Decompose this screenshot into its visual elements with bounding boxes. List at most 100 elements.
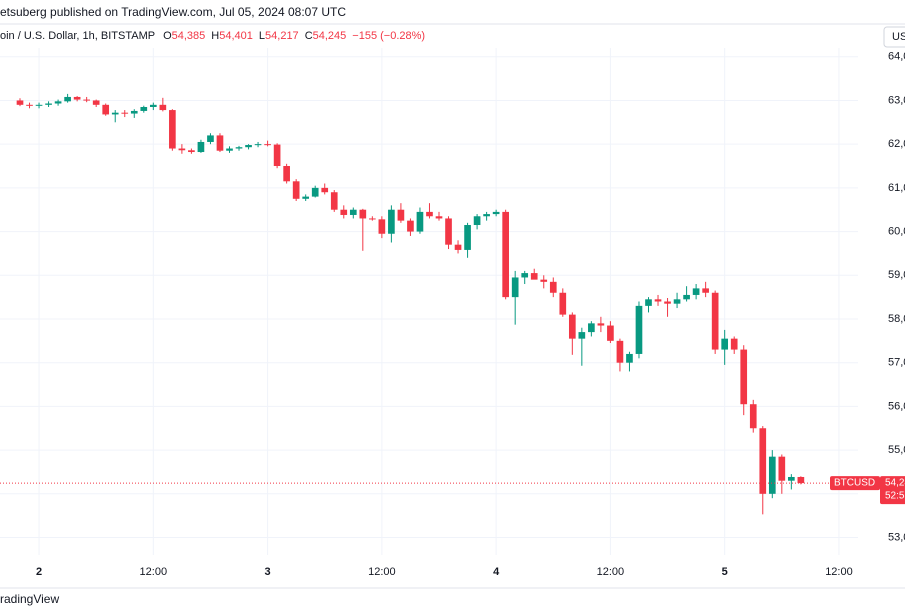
- candle-body: [254, 144, 262, 146]
- candle-body: [159, 104, 167, 111]
- x-tick-label: 12:00: [597, 566, 625, 578]
- candle-body: [578, 332, 586, 339]
- candle-body: [83, 99, 90, 101]
- candle-body: [626, 353, 633, 363]
- candle-body: [473, 216, 481, 226]
- candle-body: [540, 279, 548, 282]
- candle-body: [397, 209, 405, 221]
- candle-body: [330, 192, 338, 210]
- y-tick-label: 64,000: [888, 51, 905, 63]
- candle-body: [207, 135, 214, 142]
- candle-body: [454, 244, 462, 250]
- candle-body: [73, 96, 81, 100]
- legend-value: 54,385: [172, 30, 206, 42]
- y-tick-label: 60,000: [888, 225, 905, 237]
- candle-body: [721, 338, 729, 350]
- legend-value: 54,217: [265, 30, 299, 42]
- candle-body: [26, 104, 33, 106]
- legend-value: 54,401: [219, 30, 253, 42]
- chart-title: etsuberg published on TradingView.com, J…: [0, 5, 346, 19]
- legend-key: L: [259, 30, 265, 42]
- candle-body: [121, 112, 129, 114]
- candle-body: [130, 110, 138, 114]
- y-tick-label: 53,000: [888, 531, 905, 543]
- candle-body: [426, 211, 433, 217]
- candle-body: [797, 476, 805, 484]
- candle-body: [702, 288, 709, 293]
- y-tick-label: 59,000: [888, 269, 905, 281]
- candle-body: [311, 187, 319, 197]
- candle-body: [740, 349, 748, 405]
- candle-body: [645, 299, 652, 306]
- candle-body: [635, 305, 643, 354]
- candle-body: [235, 147, 243, 149]
- candle-body: [102, 104, 110, 115]
- candle-body: [416, 211, 424, 232]
- candle-body: [759, 428, 767, 494]
- y-tick-label: 61,000: [888, 182, 905, 194]
- candle-body: [530, 273, 538, 280]
- candle-body: [597, 323, 605, 326]
- candle-body: [140, 107, 148, 111]
- legend-key: C: [305, 30, 313, 42]
- candle-body: [321, 187, 329, 193]
- x-tick-label: 2: [36, 566, 42, 578]
- candle-body: [730, 338, 738, 350]
- candle-body: [749, 404, 757, 429]
- candle-body: [292, 181, 300, 199]
- candle-body: [549, 281, 557, 293]
- y-tick-label: 56,000: [888, 400, 905, 412]
- candle-body: [359, 209, 367, 219]
- candle-body: [216, 135, 224, 151]
- price-tag: [880, 476, 905, 505]
- footer: radingView: [0, 592, 59, 606]
- candle-body: [264, 144, 271, 146]
- price-tag-label: 54,245: [885, 478, 905, 489]
- candle-body: [35, 104, 43, 106]
- symbol: oin / U.S. Dollar, 1h, BITSTAMP: [0, 30, 155, 42]
- x-tick-label: 12:00: [140, 566, 168, 578]
- candle-body: [178, 148, 186, 151]
- candle-body: [149, 104, 157, 108]
- legend-key: O: [163, 30, 172, 42]
- candle-body: [45, 103, 52, 105]
- candle-body: [502, 211, 509, 298]
- candle-body: [111, 112, 119, 115]
- candle-body: [16, 100, 24, 105]
- y-tick-label: 57,000: [888, 357, 905, 369]
- currency-button[interactable]: [883, 26, 905, 48]
- countdown-label: 52:53: [885, 491, 905, 502]
- candle-body: [188, 150, 195, 153]
- candle-body: [388, 209, 395, 234]
- candle-body: [226, 148, 233, 151]
- candle-body: [92, 100, 100, 105]
- candle-body: [492, 211, 500, 215]
- x-tick-label: 3: [265, 566, 271, 578]
- candle-body: [349, 209, 357, 215]
- x-tick-label: 4: [493, 566, 500, 578]
- candle-body: [378, 219, 386, 234]
- y-tick-label: 58,000: [888, 313, 905, 325]
- candle-body: [692, 288, 700, 295]
- ticker-tag: [830, 476, 880, 491]
- candle-body: [302, 196, 310, 199]
- candle-body: [169, 110, 176, 149]
- x-tick-label: 5: [722, 566, 728, 578]
- y-tick-label: 62,000: [888, 138, 905, 150]
- candle-body: [673, 299, 681, 304]
- candle-body: [445, 218, 452, 245]
- candle-body: [273, 144, 281, 167]
- candle-body: [407, 220, 414, 232]
- ticker-label: BTCUSD: [834, 478, 875, 489]
- candle-body: [768, 456, 776, 494]
- candle-body: [340, 209, 348, 215]
- legend-value: 54,245: [313, 30, 347, 42]
- x-tick-label: 12:00: [825, 566, 853, 578]
- legend: oin / U.S. Dollar, 1h, BITSTAMP O54,385 H5…: [0, 30, 425, 42]
- candle-body: [607, 325, 614, 341]
- candle-body: [568, 314, 576, 339]
- candle-body: [588, 323, 595, 333]
